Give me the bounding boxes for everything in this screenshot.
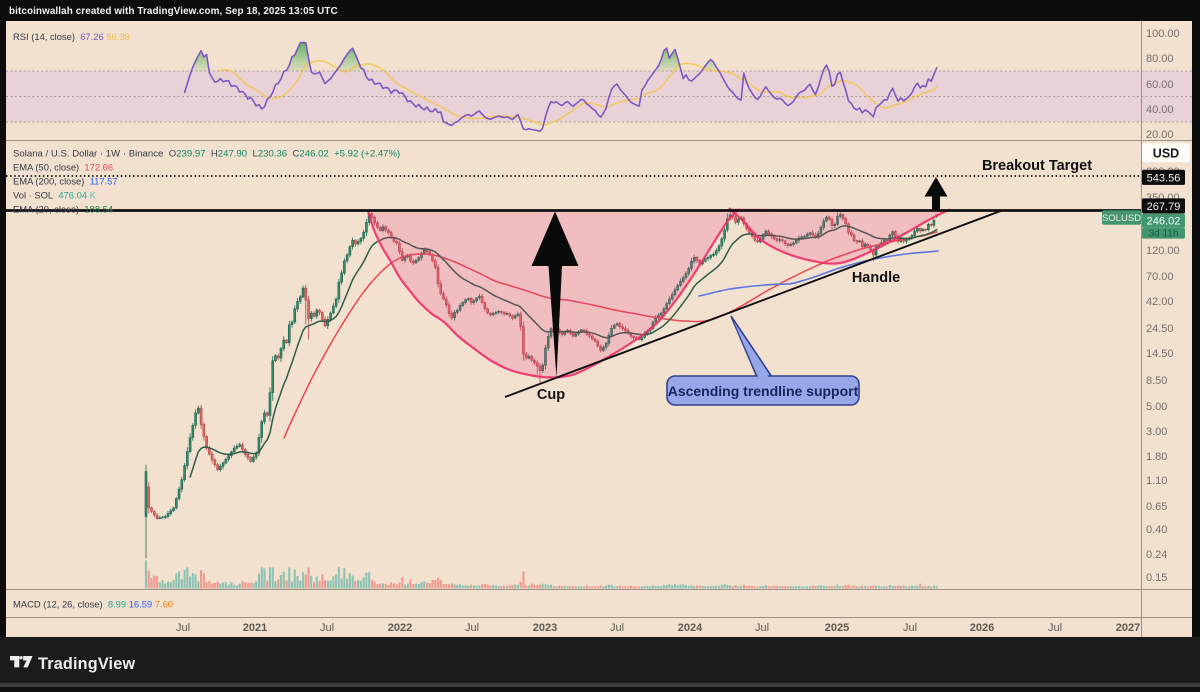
svg-text:1.10: 1.10 xyxy=(1146,475,1167,487)
svg-text:Breakout Target: Breakout Target xyxy=(982,158,1092,174)
svg-text:543.56: 543.56 xyxy=(1147,173,1181,185)
svg-text:Jul: Jul xyxy=(465,622,479,634)
svg-text:2027: 2027 xyxy=(1116,622,1140,634)
svg-text:Handle: Handle xyxy=(852,270,900,286)
svg-text:40.00: 40.00 xyxy=(1146,104,1174,116)
svg-text:120.00: 120.00 xyxy=(1146,245,1180,257)
svg-text:EMA (20, close) 188.54: EMA (20, close) 188.54 xyxy=(13,204,113,215)
svg-text:Solana / U.S. Dollar · 1W · Bi: Solana / U.S. Dollar · 1W · Binance O239… xyxy=(13,149,400,160)
svg-text:Ascending trendline support: Ascending trendline support xyxy=(668,383,859,399)
svg-text:USD: USD xyxy=(1153,147,1179,161)
svg-text:2021: 2021 xyxy=(243,622,267,634)
svg-text:246.02: 246.02 xyxy=(1147,216,1181,228)
svg-text:Cup: Cup xyxy=(537,387,565,403)
svg-text:60.00: 60.00 xyxy=(1146,79,1174,91)
svg-text:14.50: 14.50 xyxy=(1146,348,1174,360)
svg-text:267.79: 267.79 xyxy=(1147,201,1181,213)
svg-text:80.00: 80.00 xyxy=(1146,53,1174,65)
svg-text:2023: 2023 xyxy=(533,622,557,634)
svg-text:1.80: 1.80 xyxy=(1146,451,1167,463)
svg-text:20.00: 20.00 xyxy=(1146,129,1174,141)
svg-text:EMA (200, close) 117.57: EMA (200, close) 117.57 xyxy=(13,176,118,187)
svg-text:Jul: Jul xyxy=(755,622,769,634)
svg-text:2026: 2026 xyxy=(970,622,994,634)
svg-text:3d 11h: 3d 11h xyxy=(1149,229,1179,240)
svg-text:0.15: 0.15 xyxy=(1146,572,1167,584)
svg-text:Jul: Jul xyxy=(610,622,624,634)
svg-text:0.24: 0.24 xyxy=(1146,549,1167,561)
svg-text:RSI (14, close) 67.26 56.38: RSI (14, close) 67.26 56.38 xyxy=(13,31,130,42)
svg-text:8.50: 8.50 xyxy=(1146,375,1167,387)
svg-text:Jul: Jul xyxy=(903,622,917,634)
svg-text:0.40: 0.40 xyxy=(1146,524,1167,536)
svg-text:Vol · SOL 476.04 K: Vol · SOL 476.04 K xyxy=(13,190,97,201)
svg-text:MACD (12, 26, close) 8.99 16.: MACD (12, 26, close) 8.99 16.59 7.60 xyxy=(13,599,173,610)
svg-text:2024: 2024 xyxy=(678,622,703,634)
svg-text:SOLUSD: SOLUSD xyxy=(1102,213,1141,224)
svg-text:5.00: 5.00 xyxy=(1146,401,1167,413)
svg-text:100.00: 100.00 xyxy=(1146,28,1180,40)
svg-text:Jul: Jul xyxy=(1048,622,1062,634)
svg-text:3.00: 3.00 xyxy=(1146,426,1167,438)
svg-text:Jul: Jul xyxy=(320,622,334,634)
svg-text:2025: 2025 xyxy=(825,622,849,634)
svg-text:24.50: 24.50 xyxy=(1146,323,1174,335)
svg-text:0.65: 0.65 xyxy=(1146,501,1167,513)
svg-text:2022: 2022 xyxy=(388,622,412,634)
svg-text:42.00: 42.00 xyxy=(1146,296,1174,308)
svg-text:EMA (50, close) 172.66: EMA (50, close) 172.66 xyxy=(13,162,113,173)
svg-text:Jul: Jul xyxy=(176,622,190,634)
svg-text:70.00: 70.00 xyxy=(1146,271,1174,283)
